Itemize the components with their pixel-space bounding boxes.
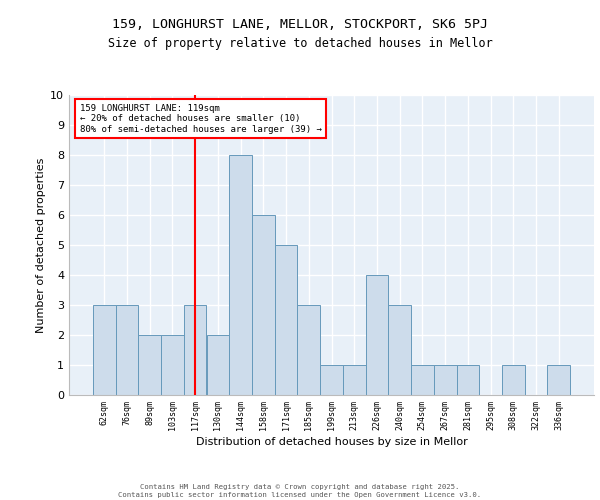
Text: 159 LONGHURST LANE: 119sqm
← 20% of detached houses are smaller (10)
80% of semi: 159 LONGHURST LANE: 119sqm ← 20% of deta… (79, 104, 322, 134)
Text: Contains HM Land Registry data © Crown copyright and database right 2025.
Contai: Contains HM Land Registry data © Crown c… (118, 484, 482, 498)
Bar (365, 275, 388, 395)
Bar (116, 305, 139, 395)
Bar (434, 365, 457, 395)
Bar (411, 365, 434, 395)
Bar (547, 365, 570, 395)
Bar (320, 365, 343, 395)
Bar (161, 335, 184, 395)
Bar (206, 335, 229, 395)
Bar (388, 305, 411, 395)
Bar (229, 155, 252, 395)
Bar (252, 215, 275, 395)
Bar (93, 305, 116, 395)
Y-axis label: Number of detached properties: Number of detached properties (36, 158, 46, 332)
Bar (457, 365, 479, 395)
Bar (184, 305, 206, 395)
Bar (343, 365, 365, 395)
Bar (502, 365, 524, 395)
Text: Size of property relative to detached houses in Mellor: Size of property relative to detached ho… (107, 38, 493, 51)
Text: 159, LONGHURST LANE, MELLOR, STOCKPORT, SK6 5PJ: 159, LONGHURST LANE, MELLOR, STOCKPORT, … (112, 18, 488, 30)
Bar (298, 305, 320, 395)
X-axis label: Distribution of detached houses by size in Mellor: Distribution of detached houses by size … (196, 437, 467, 447)
Bar (275, 245, 298, 395)
Bar (139, 335, 161, 395)
